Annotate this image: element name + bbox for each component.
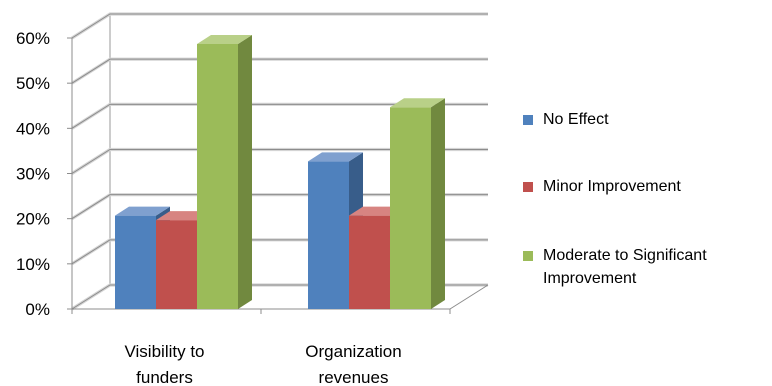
x-tick-label-line: Visibility to	[125, 342, 205, 361]
gridline	[71, 102, 488, 130]
x-tick-label-line: Organization	[305, 342, 401, 361]
y-tick-label: 30%	[16, 165, 50, 184]
y-tick-label: 20%	[16, 210, 50, 229]
legend-label-no-effect: No Effect	[543, 111, 609, 128]
legend-swatch-minor-improvement	[523, 182, 533, 192]
legend-label-moderate-to-significant: Moderate to Significant Improvement	[543, 244, 707, 290]
floor-right-edge	[449, 284, 489, 310]
legend-swatch-moderate-to-significant	[523, 251, 533, 261]
bar	[197, 35, 252, 309]
y-tick-label: 60%	[16, 29, 50, 48]
gridline	[71, 147, 488, 175]
x-tick-label-line: funders	[136, 368, 193, 386]
gridline	[71, 12, 488, 40]
bars	[115, 35, 445, 309]
y-tick-label: 50%	[16, 74, 50, 93]
x-tick-label: Visibility to funders	[125, 342, 205, 386]
x-tick-labels: Visibility to funders Organization revenues	[125, 342, 402, 386]
x-tick-label: Organization revenues	[305, 342, 401, 386]
y-tick-label: 40%	[16, 119, 50, 138]
gridline	[71, 57, 488, 85]
y-tick-label: 0%	[25, 300, 50, 319]
y-tick-label: 10%	[16, 255, 50, 274]
x-tick-label-line: revenues	[319, 368, 389, 386]
y-tick-labels: 0% 10% 20% 30% 40% 50% 60%	[16, 29, 50, 319]
legend-label-line-2: Improvement	[543, 270, 637, 287]
legend-swatch-no-effect	[523, 115, 533, 125]
legend-label-minor-improvement: Minor Improvement	[543, 178, 681, 195]
legend-label-line-1: Moderate to Significant	[543, 247, 707, 264]
bar	[390, 98, 445, 309]
